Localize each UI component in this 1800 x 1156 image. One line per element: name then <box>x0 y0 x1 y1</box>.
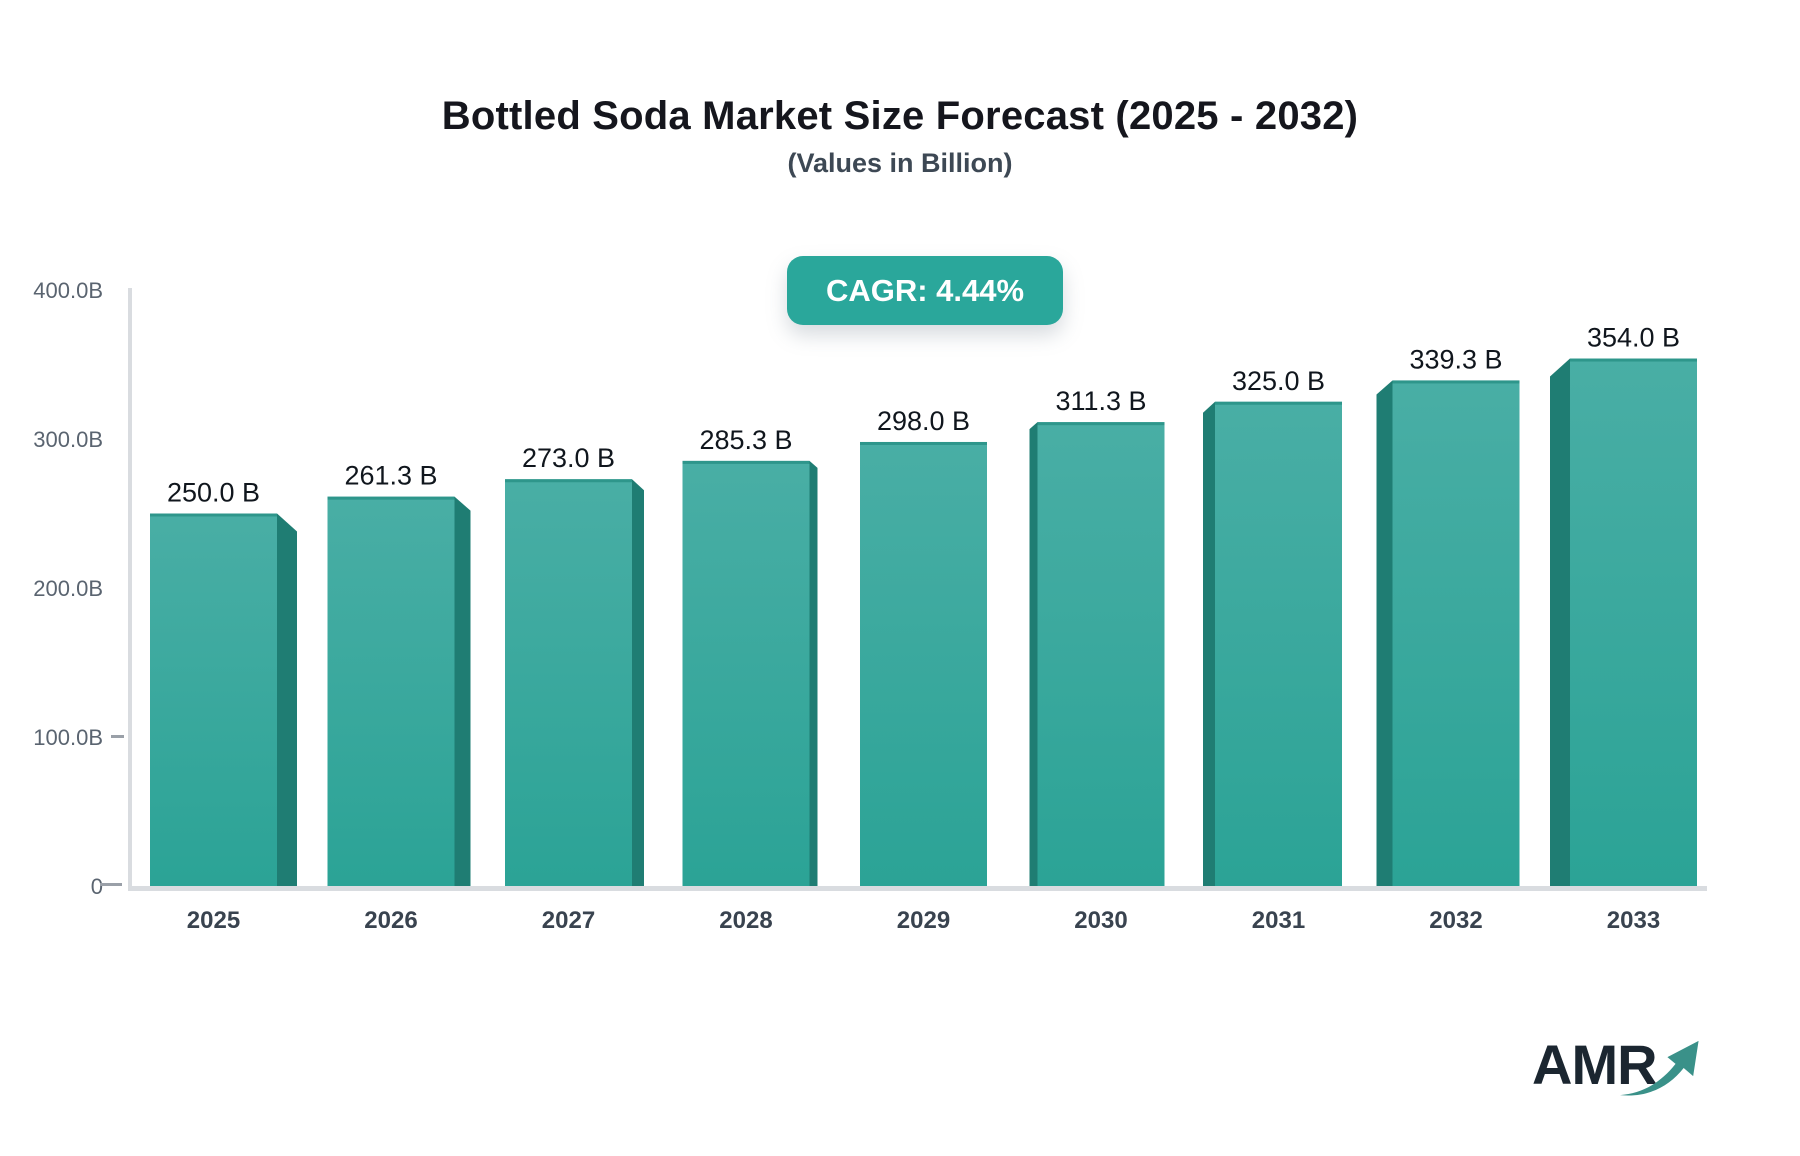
bar-front-face <box>682 460 810 886</box>
cagr-badge-label: CAGR: 4.44% <box>825 272 1025 308</box>
bar-top-edge <box>150 513 277 517</box>
bar-side-face <box>454 496 471 886</box>
bar-2032: 339.3 B 2032 <box>1376 344 1520 934</box>
brand-logo: AMR <box>1532 1032 1712 1102</box>
bar-side-face <box>1550 358 1570 886</box>
x-axis-label: 2029 <box>897 907 950 934</box>
x-axis-label: 2027 <box>542 907 595 934</box>
bar-2025: 250.0 B 2025 <box>150 478 297 934</box>
bar-2026: 261.3 B 2026 <box>327 461 471 934</box>
y-axis-label: 0 <box>91 874 103 899</box>
bar-side-face <box>632 479 644 886</box>
bar-value-label: 261.3 B <box>344 461 437 491</box>
bar-top-edge <box>860 441 987 445</box>
x-axis-label: 2028 <box>719 907 772 934</box>
y-axis-label: 100.0B <box>33 725 103 750</box>
bar-front-face <box>150 513 277 886</box>
bar-value-label: 298.0 B <box>877 406 970 436</box>
y-axis-tick <box>100 883 122 886</box>
y-axis-label: 400.0B <box>33 278 103 303</box>
bar-value-label: 339.3 B <box>1409 344 1502 374</box>
bar-value-label: 250.0 B <box>167 478 260 508</box>
bar-side-face <box>1029 422 1038 886</box>
y-axis-tick <box>111 735 124 738</box>
y-axis-label: 200.0B <box>33 576 103 601</box>
bar-front-face <box>505 479 632 886</box>
bar-2027: 273.0 B 2027 <box>505 443 644 934</box>
bar-top-edge <box>1570 358 1697 362</box>
x-axis-label: 2033 <box>1607 907 1660 934</box>
bar-front-face <box>327 496 455 886</box>
bar-side-face <box>277 513 297 886</box>
x-axis-label: 2025 <box>187 907 240 934</box>
bar-top-edge <box>1215 401 1342 405</box>
bar-2029: 298.0 B 2029 <box>860 406 987 934</box>
bar-value-label: 311.3 B <box>1055 386 1146 416</box>
bar-front-face <box>860 441 987 886</box>
brand-logo-text: AMR <box>1532 1033 1658 1096</box>
bar-front-face <box>1037 422 1165 886</box>
bar-top-edge <box>1037 422 1165 426</box>
bar-value-label: 354.0 B <box>1587 323 1680 353</box>
growth-arrow-icon <box>1620 1040 1699 1096</box>
bar-side-face <box>1203 401 1215 886</box>
page-subtitle: (Values in Billion) <box>787 148 1013 178</box>
bar-value-label: 273.0 B <box>522 443 615 473</box>
page-title: Bottled Soda Market Size Forecast (2025 … <box>441 94 1359 138</box>
bar-front-face <box>1215 401 1342 886</box>
x-axis-label: 2030 <box>1074 907 1127 934</box>
x-axis-line <box>128 886 1707 891</box>
cagr-badge: CAGR: 4.44% <box>787 256 1063 325</box>
bar-front-face <box>1570 358 1697 886</box>
bar-top-edge <box>1392 380 1520 384</box>
x-axis-label: 2032 <box>1429 907 1482 934</box>
bar-side-face <box>1376 380 1393 886</box>
bar-value-label: 325.0 B <box>1232 366 1325 396</box>
bar-2030: 311.3 B 2030 <box>1029 386 1165 934</box>
bar-top-edge <box>682 460 810 464</box>
x-axis-label: 2026 <box>364 907 417 934</box>
bar-2033: 354.0 B 2033 <box>1550 323 1697 934</box>
bar-2028: 285.3 B 2028 <box>682 425 818 934</box>
y-axis-line <box>128 288 132 891</box>
bar-2031: 325.0 B 2031 <box>1203 366 1342 934</box>
bar-value-label: 285.3 B <box>699 425 792 455</box>
x-axis-label: 2031 <box>1252 907 1305 934</box>
bar-side-face <box>809 460 818 886</box>
bar-front-face <box>1392 380 1520 886</box>
bar-top-edge <box>505 479 632 483</box>
y-axis-label: 300.0B <box>33 427 103 452</box>
bar-top-edge <box>327 496 455 500</box>
